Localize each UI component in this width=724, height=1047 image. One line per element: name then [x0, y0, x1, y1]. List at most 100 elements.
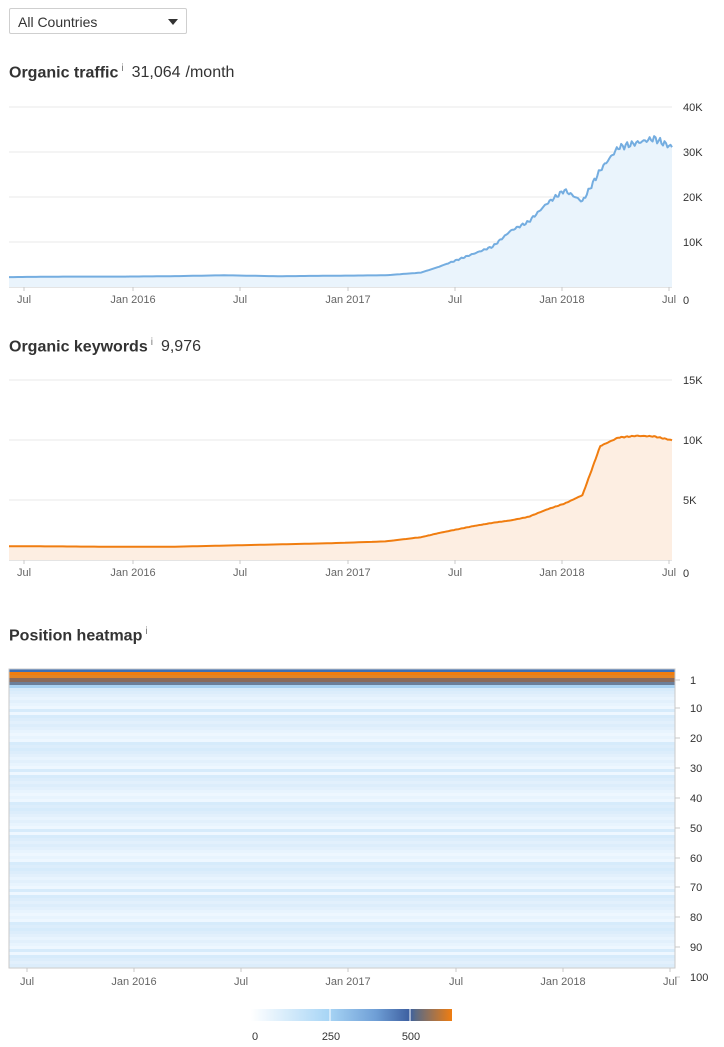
- heatmap-band: [9, 763, 675, 766]
- traffic-y-tick-label: 10K: [683, 237, 703, 249]
- heatmap-band: [9, 835, 675, 838]
- heatmap-band: [9, 862, 675, 865]
- heatmap-band: [9, 940, 675, 943]
- traffic-x-tick-label: Jul: [17, 294, 31, 306]
- heatmap-band: [9, 745, 675, 748]
- traffic-x-tick-label: Jul: [662, 294, 676, 306]
- heatmap-band: [9, 841, 675, 844]
- info-icon[interactable]: i: [121, 63, 124, 74]
- traffic-x-tick-label: Jan 2017: [325, 294, 370, 306]
- traffic-area: [9, 136, 672, 287]
- traffic-series-line: [9, 135, 673, 279]
- legend-tick-label: 500: [402, 1031, 420, 1043]
- heatmap-band: [9, 724, 675, 727]
- heatmap-band: [9, 946, 675, 949]
- heatmap-band: [9, 829, 675, 832]
- traffic-unit: /month: [185, 64, 235, 82]
- keywords-area: [9, 435, 672, 560]
- heatmap-band: [9, 682, 675, 685]
- heatmap-band: [9, 721, 675, 724]
- traffic-value: 31,064: [131, 64, 181, 82]
- heatmap-band: [9, 706, 675, 709]
- heatmap-band: [9, 865, 675, 868]
- heatmap-band: [9, 769, 675, 772]
- traffic-x-tick-label: Jul: [448, 294, 462, 306]
- heatmap-band: [9, 709, 675, 712]
- keywords-x-tick-label: Jul: [17, 567, 31, 579]
- heatmap-band: [9, 802, 675, 805]
- keywords-title: Organic keywords: [9, 338, 148, 356]
- heatmap-band: [9, 937, 675, 940]
- heatmap-band: [9, 871, 675, 874]
- heatmap-band: [9, 766, 675, 769]
- heatmap-band: [9, 790, 675, 793]
- traffic-x-tick-label: Jan 2016: [110, 294, 155, 306]
- heatmap-band: [9, 757, 675, 760]
- info-icon[interactable]: i: [145, 626, 148, 637]
- heatmap-band: [9, 952, 675, 955]
- heatmap-band: [9, 772, 675, 775]
- heatmap-band: [9, 688, 675, 691]
- heatmap-band: [9, 730, 675, 733]
- heatmap-y-tick-label: 80: [690, 912, 702, 924]
- heatmap-band: [9, 847, 675, 850]
- legend-color-bar: [251, 1009, 452, 1021]
- traffic-header: Organic traffic i 31,064/month: [9, 63, 234, 82]
- heatmap-x-tick-label: Jan 2016: [111, 976, 156, 988]
- heatmap-band: [9, 817, 675, 820]
- heatmap-band: [9, 883, 675, 886]
- heatmap-band: [9, 931, 675, 934]
- heatmap-x-tick-label: Jan 2017: [325, 976, 370, 988]
- traffic-title: Organic traffic: [9, 64, 119, 82]
- heatmap-band: [9, 889, 675, 892]
- heatmap-border: [8, 668, 676, 969]
- heatmap-band: [9, 799, 675, 802]
- heatmap-band: [9, 805, 675, 808]
- heatmap-band: [9, 697, 675, 700]
- heatmap-band: [9, 886, 675, 889]
- heatmap-band: [9, 838, 675, 841]
- heatmap-y-tick-label: 10: [690, 703, 702, 715]
- traffic-y-tick-label: 30K: [683, 147, 703, 159]
- heatmap-band: [9, 901, 675, 904]
- heatmap-band: [9, 672, 675, 675]
- keywords-y-tick-label: 15K: [683, 375, 703, 387]
- heatmap-band: [9, 669, 675, 672]
- legend-tick-label: 250: [322, 1031, 340, 1043]
- heatmap-band: [9, 892, 675, 895]
- traffic-y-tick-label: 40K: [683, 102, 703, 114]
- heatmap-band: [9, 919, 675, 922]
- heatmap-band: [9, 820, 675, 823]
- traffic-x-tick-label: Jan 2018: [539, 294, 584, 306]
- heatmap-band: [9, 934, 675, 937]
- keywords-y-tick-label: 5K: [683, 495, 697, 507]
- heatmap-x-tick-label: Jul: [20, 976, 34, 988]
- heatmap-band: [9, 907, 675, 910]
- info-icon[interactable]: i: [150, 337, 153, 348]
- traffic-y-tick-label: 0: [683, 295, 689, 307]
- heatmap-header: Position heatmap i: [9, 626, 148, 645]
- keywords-header: Organic keywords i 9,976: [9, 337, 201, 356]
- heatmap-band: [9, 733, 675, 736]
- traffic-x-tick-label: Jul: [233, 294, 247, 306]
- heatmap-band: [9, 685, 675, 688]
- heatmap-band: [9, 916, 675, 919]
- heatmap-band: [9, 955, 675, 958]
- country-dropdown-label: All Countries: [18, 14, 98, 30]
- heatmap-band: [9, 739, 675, 742]
- country-dropdown[interactable]: All Countries: [9, 8, 187, 34]
- heatmap-band: [9, 775, 675, 778]
- heatmap-band: [9, 964, 675, 967]
- legend-tick-label: 0: [252, 1031, 258, 1043]
- heatmap-band: [9, 925, 675, 928]
- heatmap-band: [9, 868, 675, 871]
- heatmap-y-tick-label: 30: [690, 763, 702, 775]
- heatmap-band: [9, 850, 675, 853]
- heatmap-band: [9, 793, 675, 796]
- keywords-x-tick-label: Jul: [662, 567, 676, 579]
- heatmap-band: [9, 700, 675, 703]
- heatmap-band: [9, 712, 675, 715]
- heatmap-y-tick-label: 50: [690, 823, 702, 835]
- heatmap-band: [9, 949, 675, 952]
- heatmap-band: [9, 787, 675, 790]
